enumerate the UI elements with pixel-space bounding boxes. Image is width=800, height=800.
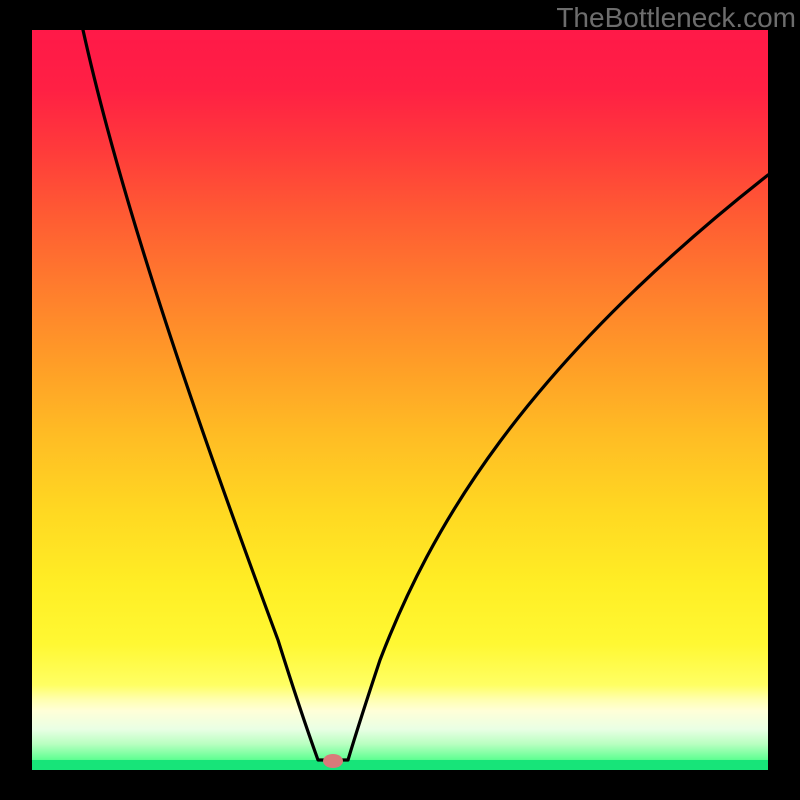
- green-band: [32, 760, 768, 770]
- chart-frame: TheBottleneck.com: [0, 0, 800, 800]
- optimum-marker: [323, 754, 343, 768]
- watermark-text: TheBottleneck.com: [556, 2, 796, 34]
- plot-area: [32, 30, 768, 770]
